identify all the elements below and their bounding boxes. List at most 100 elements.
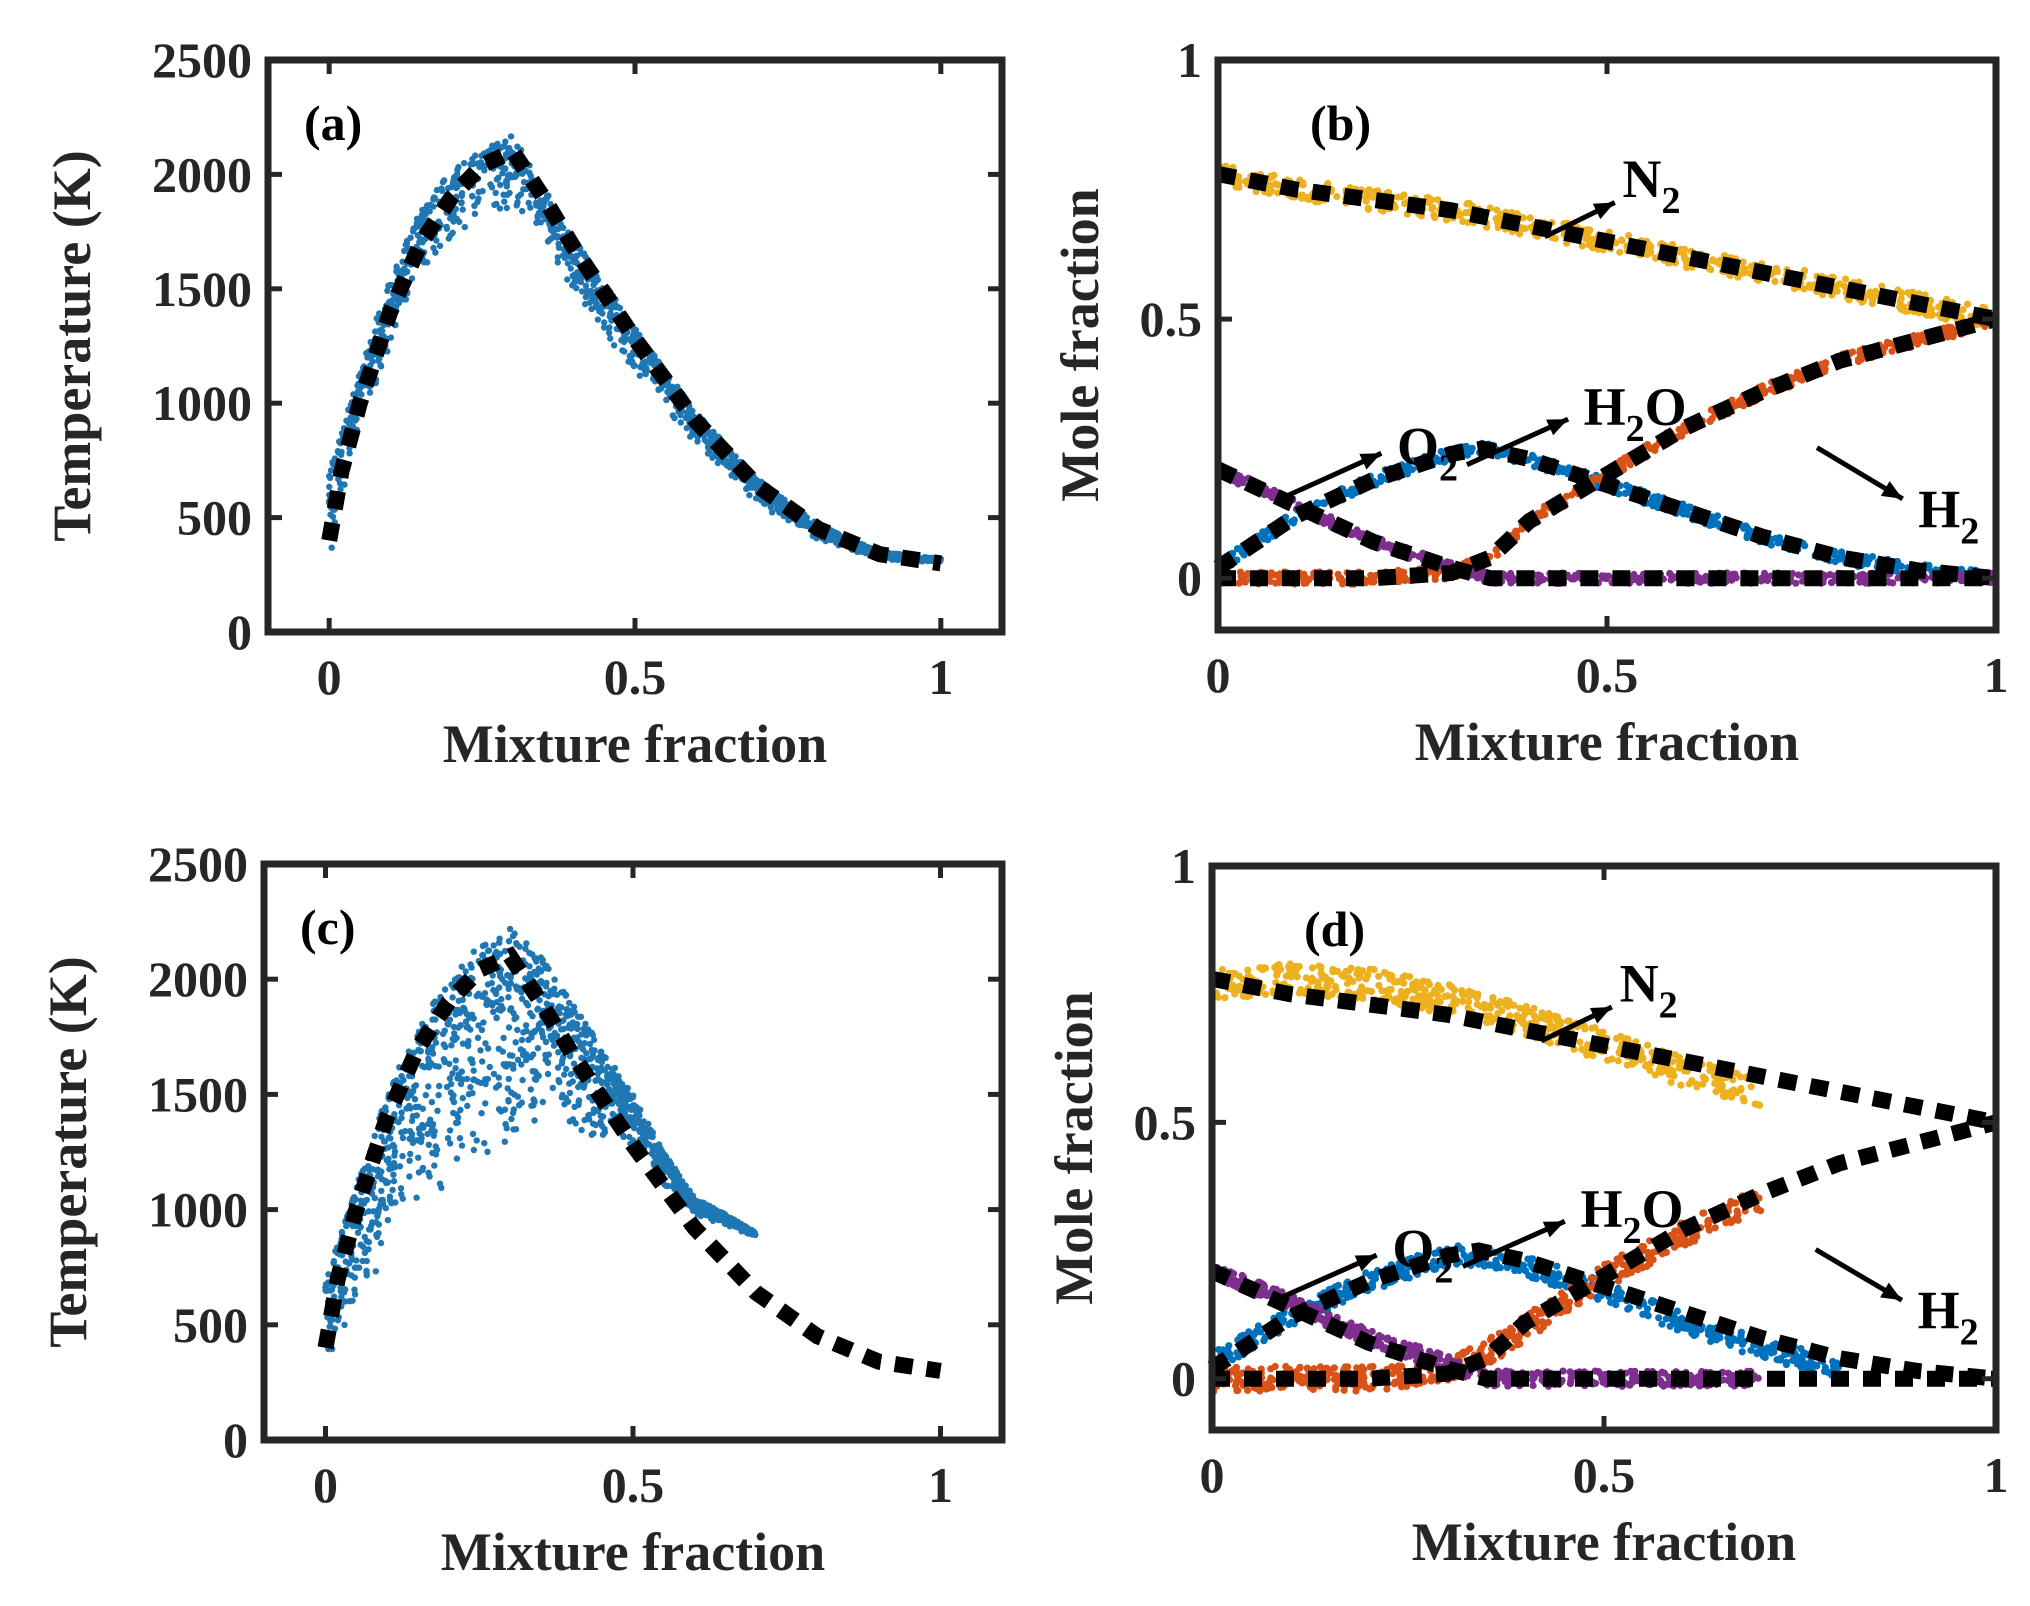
scatter-point [768,509,776,516]
scatter-point [386,1193,394,1200]
scatter-point [1395,578,1403,586]
scatter-point [1801,542,1809,550]
scatter-point [327,511,334,518]
scatter-point [746,492,753,499]
scatter-point [440,1056,447,1063]
scatter-point [462,968,469,975]
reference-line-temperature [317,946,942,1379]
scatter-point [562,1065,570,1073]
scatter-point [397,267,405,275]
scatter-point [379,327,386,334]
scatter-point [1507,569,1515,578]
x-tick-label: 1 [928,649,953,705]
scatter-point [456,1135,464,1142]
scatter-point [527,1086,534,1093]
scatter-point [690,1200,698,1207]
scatter-point [441,986,449,993]
scatter-point [1534,579,1542,587]
scatter-point [683,424,690,432]
scatter-point [496,939,503,946]
scatter-point [615,1080,622,1088]
scatter-point [1430,211,1438,219]
scatter-point [594,316,602,323]
scatter-point [378,1133,385,1141]
scatter-point [598,1122,606,1130]
scatter-point [457,1021,464,1029]
scatter-point [453,1155,461,1162]
scatter-point [341,481,348,488]
scatter-point [509,932,517,940]
scatter-point [450,1109,457,1117]
y-tick-label: 0.5 [1140,291,1203,347]
scatter-point [573,285,580,292]
scatter-point [519,1076,526,1084]
scatter-point [636,1126,643,1133]
scatter-point [578,1054,585,1062]
scatter-point [514,1056,522,1064]
scatter-point [617,1098,624,1105]
scatter-point [600,324,608,331]
scatter-point [544,1070,552,1078]
scatter-point [369,358,376,365]
scatter-point [640,1131,647,1138]
scatter-point [1364,204,1372,212]
y-tick-label: 1500 [152,261,252,317]
scatter-point [1290,516,1298,524]
scatter-point [598,1064,605,1072]
scatter-point [369,1219,376,1226]
scatter-point [574,1020,581,1028]
scatter-point [586,1029,594,1037]
scatter-point [595,1076,603,1084]
scatter-point [479,952,486,959]
scatter-point [683,414,690,422]
scatter-point [497,181,504,188]
scatter-point [1732,574,1740,582]
scatter-point [648,1150,656,1157]
scatter-point [452,1065,459,1072]
scatter-point [411,1096,419,1103]
scatter-point [399,1152,406,1160]
scatter-point [450,211,457,219]
scatter-point [1465,199,1473,208]
scatter-point [425,1083,432,1090]
scatter-point [683,409,691,416]
scatter-point [346,450,353,457]
scatter-point [539,959,546,966]
scatter-point [487,181,494,188]
scatter-point [508,1115,515,1123]
scatter-point [518,1099,525,1106]
scatter-point [462,1018,470,1025]
scatter-point [590,281,597,288]
scatter-point [410,228,417,235]
scatter-point [375,1221,382,1228]
scatter-point [403,237,411,245]
scatter-point [508,1089,515,1096]
scatter-point [1534,572,1543,580]
scatter-point [1568,575,1576,583]
x-axis-title: Mixture fraction [1415,712,1799,772]
y-tick-label: 2500 [152,32,252,88]
scatter-point [537,968,545,975]
scatter-point [528,1102,535,1109]
scatter-point [1297,191,1305,200]
scatter-point [889,556,896,563]
scatter-point [334,1317,342,1324]
scatter-point [556,1078,563,1086]
scatter-point [500,1034,507,1042]
scatter-point [377,362,384,369]
scatter-point [588,1131,595,1138]
scatter-point [467,1083,474,1091]
scatter-point [657,1145,664,1152]
scatter-point [384,1216,392,1224]
scatter-point [407,1150,414,1158]
scatter-point [461,223,468,231]
scatter-point [686,1187,693,1195]
scatter-point [469,193,476,200]
scatter-point [663,1182,670,1190]
scatter-point [571,1008,578,1016]
scatter-point [443,225,451,232]
scatter-point [385,1144,392,1151]
scatter-point [371,1132,378,1140]
species-label-post: O [1645,377,1687,437]
